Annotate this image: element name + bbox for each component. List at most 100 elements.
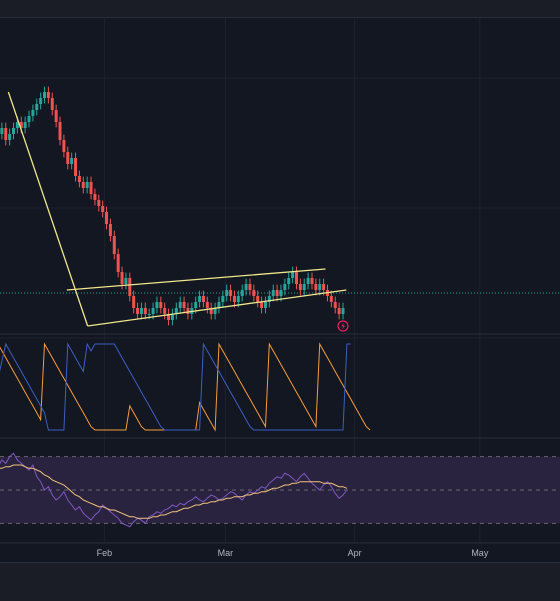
candle-body [128,278,132,296]
chart-area[interactable]: Feb Mar Apr May [0,18,560,562]
candle-body [15,122,19,128]
candle-body [58,122,62,140]
candle-body [0,128,4,134]
candle-body [39,98,43,104]
candle-body [306,278,310,284]
candle-body [294,272,298,284]
candle-body [267,296,271,302]
candles [0,86,345,326]
candle-body [263,302,267,308]
candle-body [50,98,54,110]
candle-body [302,284,306,290]
candle-body [279,290,283,296]
bottom-toolbar [0,562,560,601]
aroon-up-line [0,342,371,432]
rsi-pane [0,452,560,528]
candle-body [248,284,252,290]
candle-body [77,176,81,182]
candle-body [178,302,182,308]
rsi-line [0,452,348,528]
candle-body [97,200,101,206]
trendline-decline[interactable] [7,91,89,327]
candle-body [147,314,151,315]
candle-body [333,302,337,308]
candle-body [27,116,31,122]
candle-body [151,308,155,314]
candle-body [329,296,333,302]
candle-body [341,308,345,314]
candle-body [89,182,93,194]
candle-body [194,302,198,308]
candle-body [31,110,35,116]
candle-body [271,290,275,296]
candle-body [70,158,74,164]
candle-body [66,152,70,164]
candle-body [244,284,248,290]
candle-body [283,284,287,290]
candle-body [108,224,112,236]
candle-body [232,296,236,302]
candle-body [314,284,318,290]
candle-body [74,158,78,176]
candle-body [132,296,136,308]
candle-body [198,296,202,302]
candle-body [174,308,178,314]
candle-body [236,296,240,302]
candle-body [213,308,217,314]
candle-body [116,254,120,272]
candle-body [35,104,39,110]
top-toolbar [0,0,560,18]
candle-body [159,302,163,308]
candle-body [62,140,66,152]
candle-body [136,308,140,314]
candle-body [81,182,85,188]
candle-body [101,206,105,212]
aroon-down-line [0,342,351,431]
candle-body [19,122,23,128]
candle-body [8,134,12,140]
candle-body [240,290,244,296]
candle-body [291,272,295,278]
candle-body [201,296,205,302]
candle-body [85,182,89,188]
rsi-ma-line [0,464,348,519]
candle-body [205,302,209,308]
candle-body [182,302,186,308]
candle-body [93,194,97,200]
candle-body [54,110,58,122]
candle-body [229,290,233,296]
candle-body [143,308,147,314]
candle-body [124,278,128,284]
candle-body [252,290,256,296]
candle-body [322,284,326,290]
candle-body [298,284,302,290]
candle-body [318,284,322,290]
time-axis-label: Mar [218,548,234,558]
candle-body [209,308,213,314]
candle-body [46,92,50,98]
candle-body [105,212,109,224]
candle-body [310,278,314,284]
candle-body [23,122,27,128]
candle-body [260,302,264,308]
candle-body [256,296,260,302]
candle-body [167,314,171,320]
trendline-lower_wedge[interactable] [87,289,347,327]
candle-body [112,236,116,254]
candle-body [155,302,159,308]
candle-body [221,296,225,302]
trendline-upper_wedge[interactable] [66,268,326,291]
candle-body [139,308,143,314]
aroon-pane [0,342,371,432]
time-axis-label: Feb [97,548,113,558]
candle-body [225,290,229,296]
candle-body [170,314,174,320]
time-axis[interactable]: Feb Mar Apr May [97,548,489,558]
trendlines[interactable] [7,91,347,327]
candle-body [275,290,279,296]
lightning-icon[interactable] [337,320,349,332]
time-axis-label: May [471,548,489,558]
candle-body [120,272,124,284]
price-pane [0,86,560,327]
candle-body [337,308,341,314]
